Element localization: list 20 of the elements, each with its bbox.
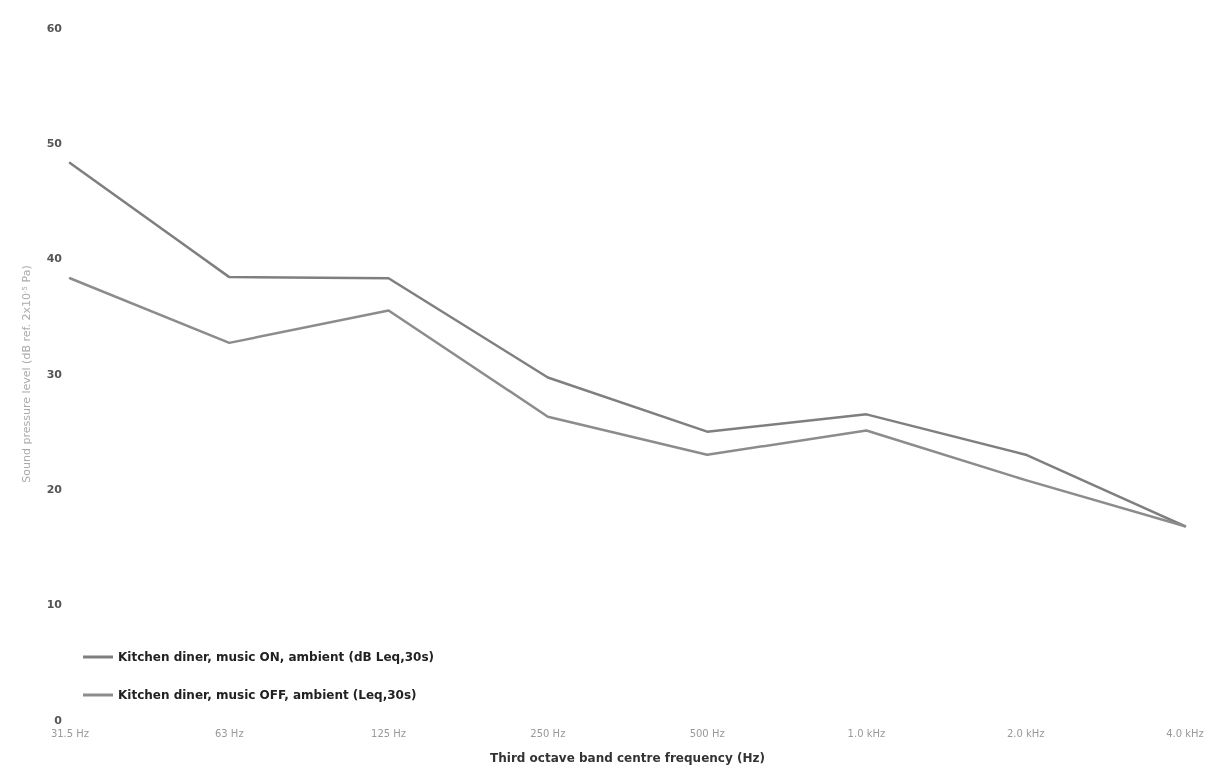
y-tick-label: 40	[46, 252, 63, 266]
y-tick-label: 0	[54, 713, 63, 727]
y-tick-label: 30	[46, 367, 63, 381]
y-tick-label: 20	[46, 482, 63, 496]
x-tick-label: 1.0 kHz	[847, 727, 886, 739]
x-tick-label: 500 Hz	[689, 727, 725, 739]
x-tick-label: 31.5 Hz	[50, 727, 90, 739]
x-tick-label: 4.0 kHz	[1166, 727, 1204, 739]
x-tick-label: 2.0 kHz	[1006, 727, 1045, 739]
x-axis-title: Third octave band centre frequency (Hz)	[490, 751, 765, 765]
y-tick-label: 50	[46, 136, 63, 150]
line-series	[68, 277, 1187, 528]
y-tick-label: 10	[46, 598, 63, 612]
x-tick-label: 250 Hz	[530, 727, 566, 739]
legend-label: Kitchen diner, music ON, ambient (dB Leq,30s)	[118, 650, 435, 664]
x-tick-label: 125 Hz	[371, 727, 407, 739]
y-tick-label: 60	[46, 21, 63, 35]
x-tick-label: 63 Hz	[214, 727, 244, 739]
legend-label: Kitchen diner, music OFF, ambient (Leq,30s)	[118, 688, 417, 702]
line-series	[68, 161, 1187, 528]
